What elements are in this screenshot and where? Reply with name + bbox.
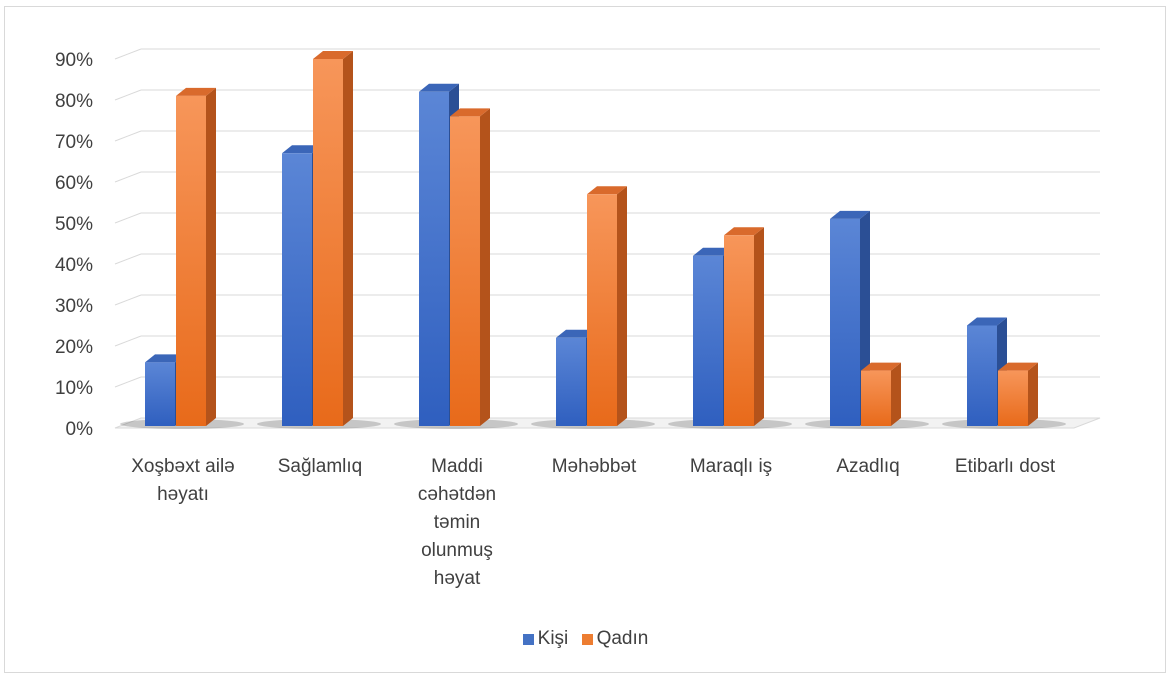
bar-top-face bbox=[176, 87, 216, 96]
bar-front-face bbox=[830, 218, 860, 426]
gridline-diag bbox=[114, 376, 142, 388]
bar-side-face bbox=[1028, 362, 1038, 426]
y-tick-label: 10% bbox=[55, 378, 93, 399]
bar-front-face bbox=[282, 153, 312, 427]
bar-front-face bbox=[967, 325, 997, 426]
bar-top-face bbox=[830, 210, 870, 219]
gridline-diag bbox=[114, 335, 142, 347]
bar-qadin bbox=[587, 186, 627, 426]
y-tick-label: 30% bbox=[55, 296, 93, 317]
bar-front-face bbox=[450, 116, 480, 427]
x-tick-label-line: Sağlamlıq bbox=[278, 456, 363, 477]
gridline-diag bbox=[114, 171, 142, 183]
x-tick-label: Sağlamlıq bbox=[278, 456, 363, 477]
bar-side-face bbox=[343, 51, 353, 426]
bar-top-face bbox=[145, 354, 185, 363]
bar-qadin bbox=[176, 87, 216, 427]
bar-top-face bbox=[587, 186, 627, 195]
bar-front-face bbox=[176, 95, 206, 427]
x-tick-label-line: Azadlıq bbox=[836, 456, 899, 477]
bar-top-face bbox=[861, 362, 901, 371]
x-tick-label-line: təmin bbox=[434, 512, 480, 533]
x-tick-label-line: həyat bbox=[434, 568, 481, 589]
y-tick-label: 90% bbox=[55, 50, 93, 71]
x-tick-label: Maddi cəhətdən təmin olunmuş həyat bbox=[418, 456, 496, 589]
bar-side-face bbox=[754, 227, 764, 426]
legend-item-qadin: Qadın bbox=[581, 628, 649, 650]
y-tick-label: 70% bbox=[55, 132, 93, 153]
x-tick-label-line: Məhəbbət bbox=[552, 456, 637, 477]
bar-front-face bbox=[693, 255, 723, 426]
bar-top-face bbox=[693, 247, 733, 256]
bar-top-face bbox=[998, 362, 1038, 371]
x-tick-label: Xoşbəxt ailə həyatı bbox=[131, 456, 235, 505]
gridline-diag bbox=[114, 130, 142, 142]
gridline-diag bbox=[114, 89, 142, 101]
y-tick-label: 40% bbox=[55, 255, 93, 276]
bar-top-face bbox=[313, 51, 353, 59]
bar-kisi bbox=[830, 210, 870, 426]
legend: Kişi Qadın bbox=[0, 628, 1171, 651]
x-tick-label: Maraqlı iş bbox=[690, 456, 772, 477]
legend-swatch-qadin bbox=[581, 633, 593, 645]
bar-front-face bbox=[145, 362, 175, 426]
y-tick-label: 60% bbox=[55, 173, 93, 194]
y-tick-label: 50% bbox=[55, 214, 93, 235]
legend-label-qadin: Qadın bbox=[596, 628, 649, 649]
gridline-diag bbox=[114, 212, 142, 224]
x-tick-label-line: cəhətdən bbox=[418, 484, 496, 505]
bar-side-face bbox=[480, 108, 490, 427]
x-tick-label-line: Xoşbəxt ailə bbox=[131, 456, 235, 477]
x-tick-label-line: Maraqlı iş bbox=[690, 456, 772, 477]
bar-front-face bbox=[313, 59, 343, 426]
bar-top-face bbox=[724, 227, 764, 236]
bar-qadin bbox=[313, 51, 353, 426]
gridline-diag bbox=[114, 294, 142, 306]
bar-qadin bbox=[998, 362, 1038, 426]
bar-front-face bbox=[861, 370, 891, 426]
y-tick-label: 20% bbox=[55, 337, 93, 358]
gridline-diag bbox=[114, 253, 142, 265]
legend-item-kisi: Kişi bbox=[522, 628, 569, 650]
bar-side-face bbox=[617, 186, 627, 426]
x-axis: Xoşbəxt ailə həyatı Sağlamlıq Maddi cəhətdən… bbox=[131, 456, 1056, 589]
y-tick-label: 0% bbox=[66, 419, 94, 440]
x-tick-label-line: həyatı bbox=[157, 484, 209, 505]
x-tick-label-line: Maddi bbox=[431, 456, 483, 477]
bar-side-face bbox=[891, 362, 901, 426]
gridline-diag bbox=[114, 48, 142, 60]
x-tick-label-line: olunmuş bbox=[421, 540, 493, 561]
x-tick-label: Azadlıq bbox=[836, 456, 899, 477]
bar-front-face bbox=[419, 91, 449, 427]
bar-side-face bbox=[206, 87, 216, 427]
bar-front-face bbox=[587, 194, 617, 426]
bar-qadin bbox=[450, 108, 490, 427]
bar-top-face bbox=[282, 145, 322, 154]
bar-front-face bbox=[556, 337, 586, 426]
y-tick-label: 80% bbox=[55, 91, 93, 112]
bar-qadin bbox=[724, 227, 764, 426]
bar-front-face bbox=[998, 370, 1028, 426]
bar-top-face bbox=[967, 317, 1007, 326]
bars bbox=[120, 51, 1066, 429]
bar-top-face bbox=[419, 83, 459, 92]
legend-swatch-kisi bbox=[522, 633, 534, 645]
bar-top-face bbox=[556, 329, 596, 338]
x-tick-label-line: Etibarlı dost bbox=[955, 456, 1056, 477]
bar-top-face bbox=[450, 108, 490, 117]
legend-label-kisi: Kişi bbox=[537, 628, 569, 649]
x-tick-label: Etibarlı dost bbox=[955, 456, 1056, 477]
y-axis: 0% 10% 20% 30% 40% 50% 60% 70% 80% 90% bbox=[55, 50, 93, 440]
bar-front-face bbox=[724, 235, 754, 426]
x-tick-label: Məhəbbət bbox=[552, 456, 637, 477]
bar-qadin bbox=[861, 362, 901, 426]
